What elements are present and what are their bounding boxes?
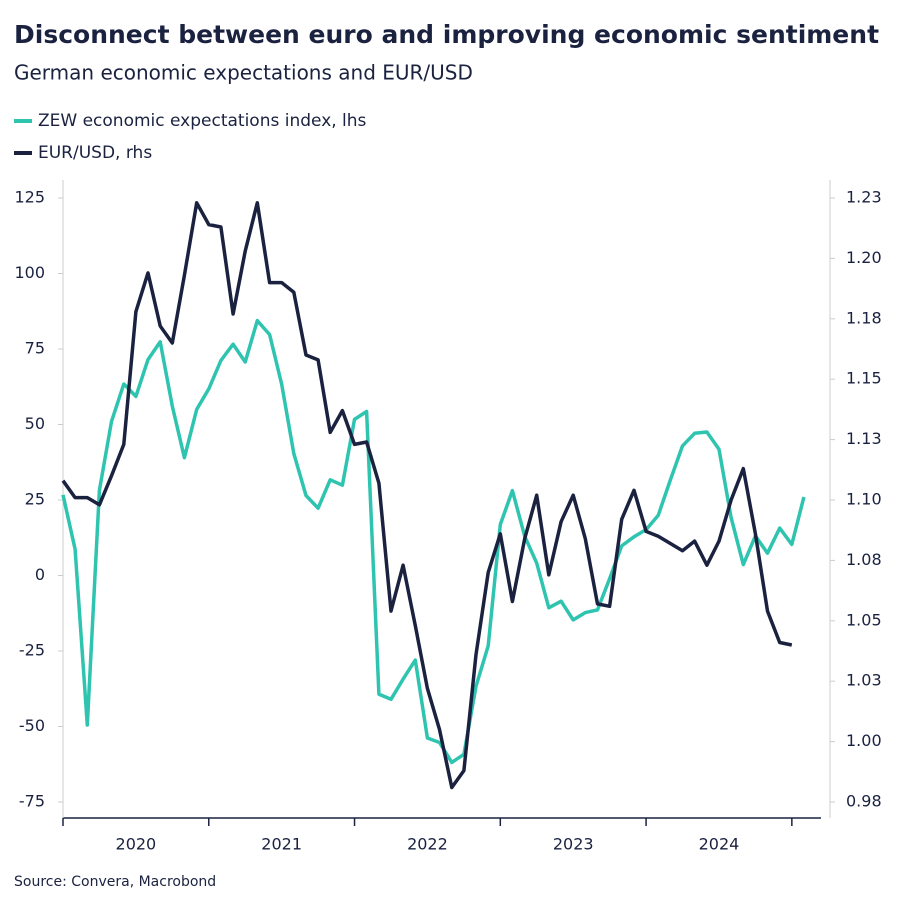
y2-tick-label: 1.08 — [846, 550, 882, 569]
y-tick-label: 50 — [25, 414, 45, 433]
y-tick-label: 0 — [35, 565, 45, 584]
x-tick-label: 2024 — [699, 835, 740, 854]
y2-tick-label: 1.23 — [846, 188, 882, 207]
y-tick-label: 25 — [25, 490, 45, 509]
x-tick-label: 2020 — [116, 835, 157, 854]
chart-title: Disconnect between euro and improving ec… — [14, 20, 879, 49]
y2-tick-label: 1.00 — [846, 731, 882, 750]
series-line — [61, 201, 793, 790]
x-tick-label: 2022 — [407, 835, 448, 854]
x-tick-label: 2021 — [261, 835, 302, 854]
y2-tick-label: 1.05 — [846, 610, 882, 629]
y2-tick-label: 1.20 — [846, 248, 882, 267]
x-tick-label: 2023 — [553, 835, 594, 854]
series-line — [61, 318, 806, 765]
y-tick-label: -50 — [19, 716, 45, 735]
legend-label: ZEW economic expectations index, lhs — [38, 111, 367, 131]
y-tick-label: -75 — [19, 792, 45, 811]
y-tick-label: 100 — [14, 263, 45, 282]
y-tick-label: -25 — [19, 641, 45, 660]
y2-tick-label: 0.98 — [846, 792, 882, 811]
chart-subtitle: German economic expectations and EUR/USD — [14, 61, 473, 85]
legend-label: EUR/USD, rhs — [38, 143, 152, 163]
source: Source: Convera, Macrobond — [14, 874, 216, 890]
y2-tick-label: 1.18 — [846, 308, 882, 327]
y2-tick-label: 1.13 — [846, 429, 882, 448]
y2-tick-label: 1.10 — [846, 490, 882, 509]
y2-tick-label: 1.03 — [846, 671, 882, 690]
y-tick-label: 75 — [25, 339, 45, 358]
y2-tick-label: 1.15 — [846, 369, 882, 388]
y-tick-label: 125 — [14, 188, 45, 207]
